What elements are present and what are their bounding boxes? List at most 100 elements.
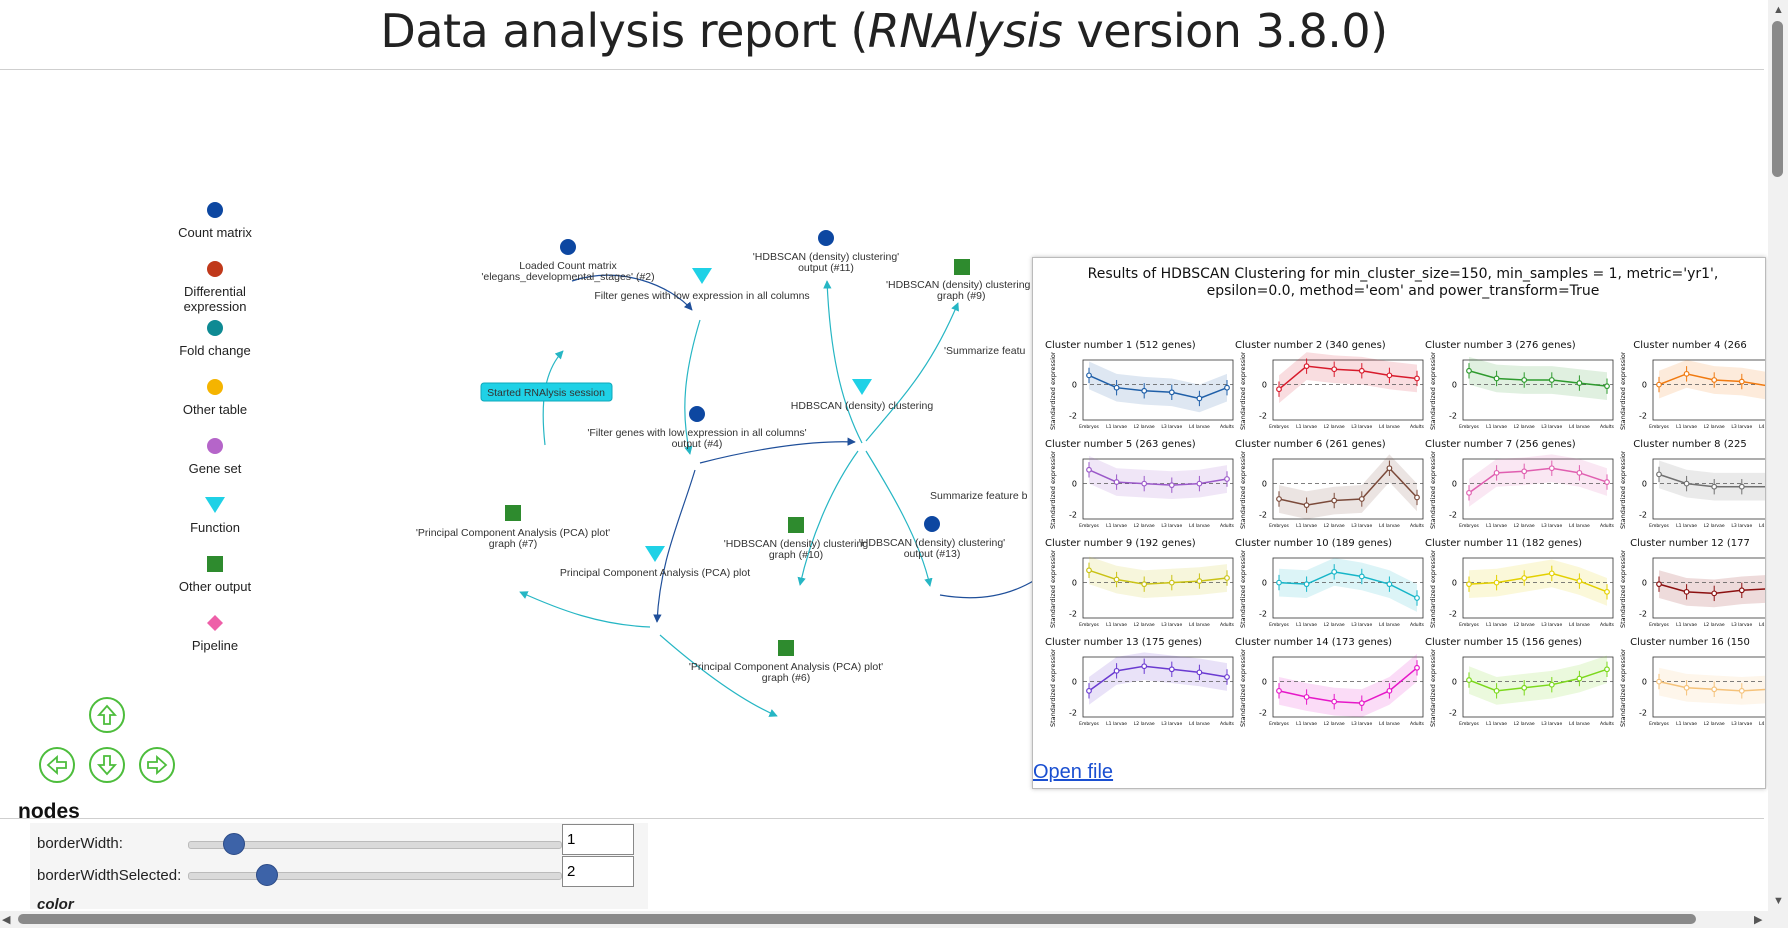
x-tick-label: L2 larvae	[1514, 721, 1535, 727]
cluster-title: Cluster number 6 (261 genes)	[1235, 439, 1386, 450]
graph-node-filter-output-4[interactable]	[689, 406, 705, 422]
y-tick-label: 0	[1452, 381, 1457, 390]
nav-down-button[interactable]	[89, 747, 125, 783]
x-tick-label: Adults	[1220, 523, 1235, 529]
x-tick-label: Embryos	[1649, 523, 1669, 529]
cluster-title: Cluster number 1 (512 genes)	[1045, 340, 1196, 351]
plot-frame	[1272, 359, 1424, 421]
data-point	[1493, 579, 1500, 586]
x-tick-label: L4 larvae	[1189, 523, 1210, 529]
cluster-panel: Cluster number 4 (266 0 -2 Standardized exp…	[1615, 340, 1765, 430]
cluster-mean-line	[1658, 680, 1765, 692]
y-tick-label: -2	[1449, 708, 1457, 717]
legend-label-other-table: Other table	[182, 402, 248, 417]
graph-node-session[interactable]	[480, 382, 613, 402]
vertical-scrollbar[interactable]	[1768, 0, 1788, 928]
data-point	[1168, 482, 1175, 489]
x-tick-label: Embryos	[1649, 622, 1669, 628]
data-point	[1224, 384, 1230, 391]
nav-left-button[interactable]	[39, 747, 75, 783]
graph-node-filter-function[interactable]	[692, 268, 712, 284]
x-tick-label: L3 larvae	[1351, 622, 1372, 628]
y-axis-label: Standardized expression	[1239, 451, 1247, 529]
y-tick-label: -2	[1639, 510, 1647, 519]
legend-label-count-matrix: Count matrix	[178, 225, 252, 240]
x-tick-label: L4 larvae	[1379, 721, 1400, 727]
border-width-selected-input[interactable]	[562, 856, 634, 887]
network-canvas[interactable]: Started RNAlysis session Loaded Count ma…	[0, 69, 1764, 819]
graph-node-count-matrix-2[interactable]	[560, 239, 576, 255]
x-tick-label: L2 larvae	[1704, 523, 1725, 529]
cluster-title: Cluster number 10 (189 genes)	[1235, 538, 1393, 549]
y-axis-label: Standardized expression	[1619, 649, 1627, 727]
data-point	[1711, 590, 1718, 597]
other-output-icon	[207, 556, 223, 572]
y-tick-label: 0	[1262, 579, 1267, 588]
data-point	[1738, 483, 1745, 490]
open-file-link[interactable]: Open file	[1033, 761, 1114, 783]
cluster-plot: 0 -2 Standardized expression Embryos L1 larv…	[1049, 649, 1235, 727]
y-tick-label: 0	[1262, 381, 1267, 390]
border-width-slider-thumb[interactable]	[222, 833, 245, 855]
cluster-panel: Cluster number 16 (150 0 -2 Standardized ex…	[1615, 637, 1765, 727]
clustering-results-popup: Results of HDBSCAN Clustering for min_cl…	[1032, 257, 1766, 789]
border-width-slider-track[interactable]	[188, 841, 562, 849]
x-tick-label: Embryos	[1079, 721, 1099, 727]
border-width-selected-slider-track[interactable]	[188, 872, 562, 880]
nav-right-button[interactable]	[139, 747, 175, 783]
scroll-up-icon[interactable]: ▲	[1773, 4, 1784, 16]
graph-node-hdbscan-function[interactable]	[852, 379, 872, 395]
graph-node-hdbscan-graph-10[interactable]	[788, 517, 804, 533]
data-point	[1358, 700, 1365, 707]
data-point	[1196, 669, 1203, 676]
cluster-mean-line	[1278, 571, 1418, 599]
y-tick-label: -2	[1259, 609, 1267, 618]
cluster-mean-line	[1088, 665, 1228, 692]
cluster-panel: Cluster number 15 (156 genes) 0 -2 Standard…	[1425, 637, 1615, 727]
node-label: 'HDBSCAN (density) clustering'	[859, 537, 1005, 549]
network-graph[interactable]: Started RNAlysis session Loaded Count ma…	[0, 70, 1764, 818]
graph-node-pca-graph-6[interactable]	[778, 640, 794, 656]
node-label: 'Principal Component Analysis (PCA) plot…	[416, 527, 610, 539]
scroll-left-icon[interactable]: ◀	[2, 914, 11, 926]
y-tick-label: 0	[1072, 480, 1077, 489]
y-tick-label: 0	[1642, 678, 1647, 687]
x-tick-label: L3 larvae	[1731, 721, 1752, 727]
border-width-input[interactable]	[562, 824, 634, 855]
data-point	[1086, 567, 1092, 574]
graph-node-pca-function[interactable]	[645, 546, 665, 562]
node-label: Summarize feature b	[930, 490, 1028, 502]
vertical-scrollbar-thumb[interactable]	[1772, 21, 1783, 177]
node-config-panel: borderWidth: borderWidthSelected: color	[30, 823, 648, 913]
node-label: Principal Component Analysis (PCA) plot	[560, 567, 750, 579]
scroll-down-icon[interactable]: ▼	[1773, 895, 1784, 907]
x-tick-label: L3 larvae	[1161, 523, 1182, 529]
graph-nodes[interactable]	[480, 230, 970, 656]
border-width-selected-slider-thumb[interactable]	[256, 864, 279, 886]
graph-node-hdbscan-output-13[interactable]	[924, 516, 940, 532]
x-tick-label: L1 larvae	[1296, 622, 1317, 628]
cluster-title: Cluster number 3 (276 genes)	[1425, 340, 1576, 351]
left-arrow-icon	[46, 754, 67, 776]
graph-node-hdbscan-output-11[interactable]	[818, 230, 834, 246]
horizontal-scrollbar-thumb[interactable]	[18, 914, 1696, 924]
data-point	[1224, 575, 1230, 581]
x-tick-label: L3 larvae	[1351, 523, 1372, 529]
x-tick-label: L2 larvae	[1134, 622, 1155, 628]
x-tick-label: L1 larvae	[1106, 622, 1127, 628]
y-tick-label: 0	[1262, 480, 1267, 489]
nav-up-button[interactable]	[89, 697, 125, 733]
y-axis-label: Standardized expression	[1239, 550, 1247, 628]
plot-frame	[1082, 359, 1234, 421]
graph-node-hdbscan-graph-9[interactable]	[954, 259, 970, 275]
x-tick-label: Embryos	[1269, 622, 1289, 628]
scroll-right-icon[interactable]: ▶	[1754, 914, 1763, 926]
data-point	[1466, 367, 1472, 374]
function-icon	[205, 497, 225, 513]
border-width-selected-label: borderWidthSelected:	[37, 867, 182, 884]
data-point	[1493, 375, 1500, 382]
cluster-panel: Cluster number 3 (276 genes) 0 -2 Standardi…	[1425, 340, 1615, 430]
data-point	[1656, 381, 1662, 388]
x-tick-label: L3 larvae	[1161, 622, 1182, 628]
graph-node-pca-graph-7[interactable]	[505, 505, 521, 521]
